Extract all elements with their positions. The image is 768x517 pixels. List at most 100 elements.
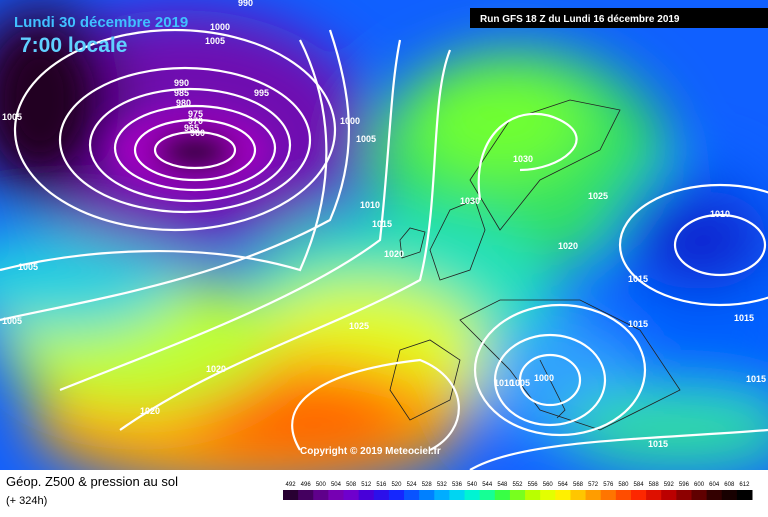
- isobar-label: 985: [174, 88, 189, 98]
- scale-swatch: [630, 490, 647, 500]
- scale-swatch: [328, 490, 345, 500]
- scale-swatch: [661, 490, 677, 500]
- isobar-label: 1020: [558, 241, 578, 251]
- scale-swatch: [691, 490, 708, 500]
- scale-label: 604: [709, 482, 720, 488]
- scale-swatch: [494, 490, 511, 500]
- scale-label: 512: [361, 482, 372, 488]
- scale-label: 524: [407, 482, 418, 488]
- isobar-label: 1010: [360, 200, 380, 210]
- scale-swatch: [283, 490, 299, 500]
- isobar-label: 960: [190, 128, 205, 138]
- scale-swatch: [373, 490, 390, 500]
- scale-swatch: [525, 490, 541, 500]
- isobar-label: 1025: [349, 321, 369, 331]
- isobar-label: 965: [184, 123, 199, 133]
- scale-label: 504: [331, 482, 342, 488]
- scale-label: 580: [618, 482, 629, 488]
- scale-label: 508: [346, 482, 357, 488]
- isobar-label: 1015: [372, 219, 392, 229]
- scale-label: 596: [679, 482, 690, 488]
- isobar-label: 1005: [205, 36, 225, 46]
- scale-label: 600: [694, 482, 705, 488]
- scale-label: 576: [603, 482, 614, 488]
- scale-swatch: [298, 490, 314, 500]
- isobar-label: 1015: [628, 274, 648, 284]
- scale-swatch: [600, 490, 617, 500]
- isobar-label: 1015: [648, 439, 668, 449]
- scale-swatch: [419, 490, 435, 500]
- isobar-label: 1025: [588, 191, 608, 201]
- scale-swatch: [585, 490, 602, 500]
- isobar-label: 975: [188, 109, 203, 119]
- legend-lead: (+ 324h): [6, 495, 47, 507]
- scale-swatch: [509, 490, 526, 500]
- isobar-label: 1015: [746, 374, 766, 384]
- isobar-label: 1005: [2, 112, 22, 122]
- isobar-label: 990: [238, 0, 253, 8]
- scale-label: 544: [482, 482, 493, 488]
- isobar-label: 1010: [494, 378, 514, 388]
- run-info: Run GFS 18 Z du Lundi 16 décembre 2019: [480, 14, 680, 25]
- run-box: [470, 8, 768, 28]
- scale-swatch: [570, 490, 587, 500]
- isobar-label: 1030: [460, 196, 480, 206]
- isobar-label: 1015: [628, 319, 648, 329]
- forecast-date: Lundi 30 décembre 2019: [14, 14, 188, 31]
- scale-swatch: [404, 490, 420, 500]
- isobar-label: 1030: [513, 154, 533, 164]
- isobar-label: 1000: [210, 22, 230, 32]
- isobar-label: 990: [174, 78, 189, 88]
- scale-swatch: [343, 490, 360, 500]
- copyright: Copyright © 2019 Meteociel.fr: [300, 446, 441, 457]
- isobar-label: 1005: [18, 262, 38, 272]
- scale-swatch: [464, 490, 481, 500]
- forecast-time: 7:00 locale: [20, 34, 127, 57]
- isobar-label: 1010: [710, 209, 730, 219]
- isobar-label: 995: [254, 88, 269, 98]
- scale-swatch: [721, 490, 738, 500]
- scale-label: 516: [376, 482, 387, 488]
- scale-swatch: [736, 490, 753, 500]
- isobar-label: 1020: [140, 406, 160, 416]
- isobar-label: 1005: [356, 134, 376, 144]
- scale-swatch: [706, 490, 723, 500]
- scale-label: 528: [422, 482, 433, 488]
- scale-label: 536: [452, 482, 463, 488]
- scale-swatch: [388, 490, 405, 500]
- geopotential-field: [0, 0, 768, 490]
- isobar-label: 980: [176, 98, 191, 108]
- scale-label: 608: [724, 482, 735, 488]
- scale-label: 548: [497, 482, 508, 488]
- scale-swatch: [358, 490, 375, 500]
- color-scale: 492 496 500 504 508 512 516 520 524 528 532 536 540 5…: [283, 482, 753, 500]
- scale-swatch: [676, 490, 692, 500]
- scale-label: 568: [573, 482, 584, 488]
- scale-label: 588: [649, 482, 660, 488]
- scale-label: 592: [664, 482, 675, 488]
- scale-label: 564: [558, 482, 569, 488]
- isobar-label: 1005: [2, 316, 22, 326]
- scale-label: 560: [543, 482, 554, 488]
- scale-swatch: [555, 490, 571, 500]
- isobar-label: 1020: [206, 364, 226, 374]
- scale-swatch: [540, 490, 556, 500]
- scale-label: 496: [301, 482, 312, 488]
- scale-label: 584: [634, 482, 645, 488]
- isobars: [0, 28, 768, 471]
- scale-label: 572: [588, 482, 599, 488]
- scale-label: 556: [528, 482, 539, 488]
- scale-label: 520: [391, 482, 402, 488]
- scale-swatch: [449, 490, 466, 500]
- scale-swatch: [646, 490, 662, 500]
- scale-label: 500: [316, 482, 327, 488]
- scale-label: 492: [286, 482, 297, 488]
- isobar-label: 1000: [534, 373, 554, 383]
- isobar-label: 970: [188, 116, 203, 126]
- scale-swatch: [313, 490, 329, 500]
- scale-label: 532: [437, 482, 448, 488]
- scale-swatch: [479, 490, 496, 500]
- scale-label: 552: [512, 482, 523, 488]
- isobar-label: 1015: [734, 313, 754, 323]
